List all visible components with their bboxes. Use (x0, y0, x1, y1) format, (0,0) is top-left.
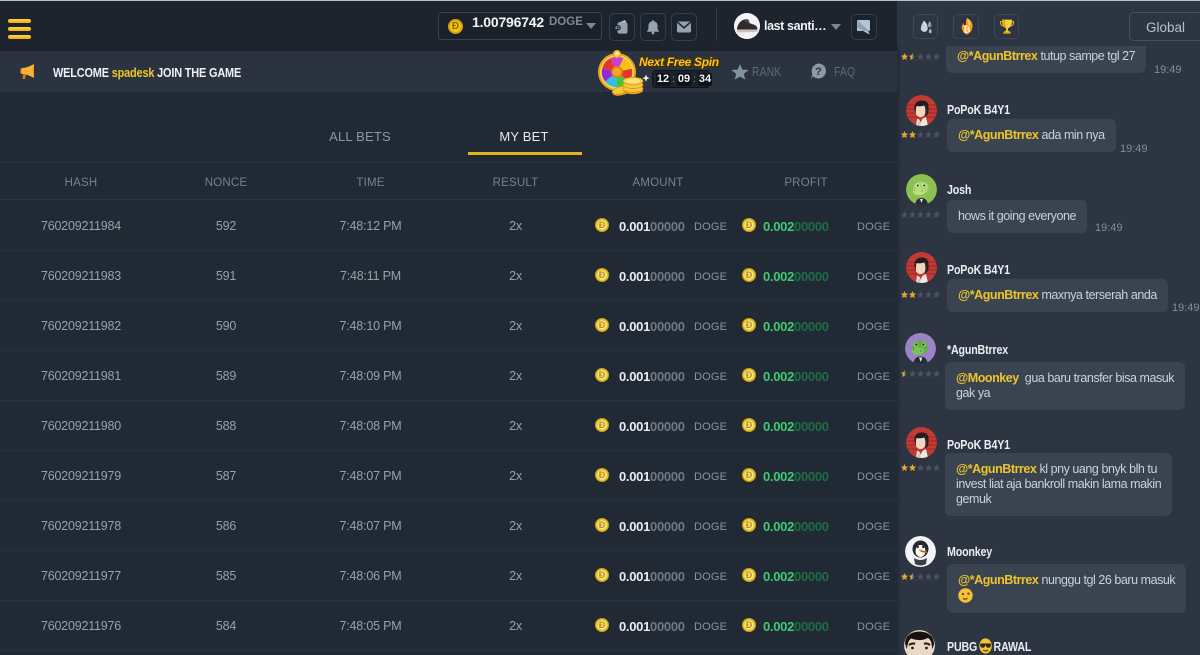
svg-text:Đ: Đ (746, 220, 753, 230)
svg-text:Đ: Đ (746, 520, 753, 530)
svg-text:Đ: Đ (599, 620, 606, 630)
svg-text:?: ? (815, 66, 822, 78)
svg-text:Đ: Đ (746, 420, 753, 430)
svg-text:Đ: Đ (746, 570, 753, 580)
svg-text:₿: ₿ (963, 24, 970, 34)
svg-text:Đ: Đ (599, 220, 606, 230)
svg-text:Đ: Đ (746, 270, 753, 280)
svg-text:Đ: Đ (599, 520, 606, 530)
svg-text:Đ: Đ (599, 370, 606, 380)
svg-text:Đ: Đ (599, 570, 606, 580)
svg-text:Đ: Đ (746, 470, 753, 480)
svg-text:Đ: Đ (599, 470, 606, 480)
svg-text:Đ: Đ (599, 320, 606, 330)
svg-text:Đ: Đ (746, 620, 753, 630)
svg-text:Đ: Đ (599, 420, 606, 430)
svg-text:Đ: Đ (746, 320, 753, 330)
svg-text:Đ: Đ (746, 370, 753, 380)
svg-text:Đ: Đ (599, 270, 606, 280)
